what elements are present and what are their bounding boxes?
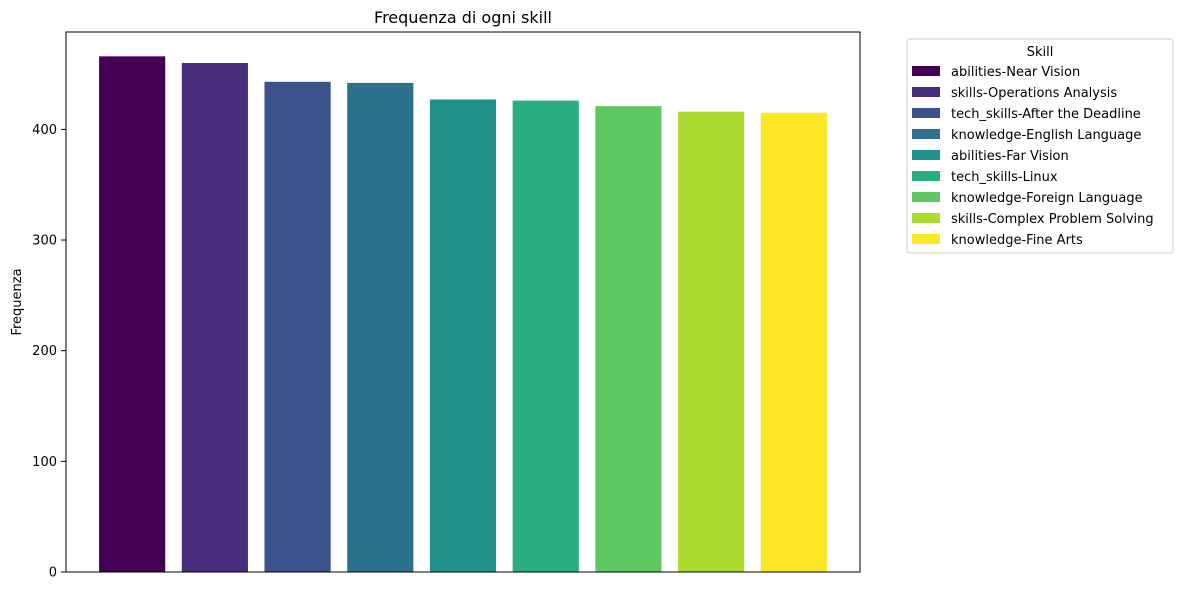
legend-frame: [906, 38, 1174, 254]
legend-swatch: [912, 108, 940, 118]
legend-label: tech_skills-After the Deadline: [951, 107, 1141, 122]
legend-swatch: [912, 87, 940, 97]
bar-8: [678, 111, 745, 573]
legend: Skill abilities-Near Vision skills-Operat…: [906, 38, 1174, 254]
y-tick-label: 400: [32, 123, 57, 138]
bar-4: [347, 82, 414, 572]
legend-swatch: [912, 129, 940, 139]
legend-swatch: [912, 213, 940, 223]
y-tick-label: 300: [32, 234, 57, 249]
legend-label: skills-Complex Problem Solving: [951, 212, 1154, 227]
y-axis-ticks: 0 100 200 300 400: [32, 123, 66, 581]
chart-title: Frequenza di ogni skill: [374, 8, 552, 27]
legend-swatch: [912, 66, 940, 76]
bar-5: [429, 99, 497, 572]
bar-6: [512, 100, 579, 572]
legend-swatch: [912, 171, 940, 181]
legend-label: tech_skills-Linux: [951, 170, 1058, 185]
bar-1: [99, 56, 166, 573]
y-tick-label: 200: [32, 344, 57, 359]
legend-swatch: [912, 192, 940, 202]
bar-3: [264, 81, 331, 573]
legend-swatch: [912, 150, 940, 160]
legend-label: abilities-Near Vision: [951, 65, 1080, 80]
bar-9: [760, 112, 827, 572]
y-axis-label: Frequenza: [10, 268, 25, 335]
legend-label: skills-Operations Analysis: [951, 86, 1117, 101]
plot-frame: [65, 31, 861, 573]
legend-items: abilities-Near Vision skills-Operations A…: [912, 65, 1154, 248]
bar-7: [595, 106, 662, 572]
legend-swatch: [912, 234, 940, 244]
y-tick-label: 100: [32, 455, 57, 470]
bar-2: [181, 62, 248, 572]
legend-title: Skill: [1027, 45, 1054, 60]
legend-label: knowledge-Foreign Language: [951, 191, 1143, 206]
bars-group: [99, 56, 827, 573]
legend-label: knowledge-English Language: [951, 128, 1141, 143]
legend-label: abilities-Far Vision: [951, 149, 1069, 164]
legend-label: knowledge-Fine Arts: [951, 233, 1083, 248]
y-tick-label: 0: [49, 566, 57, 581]
